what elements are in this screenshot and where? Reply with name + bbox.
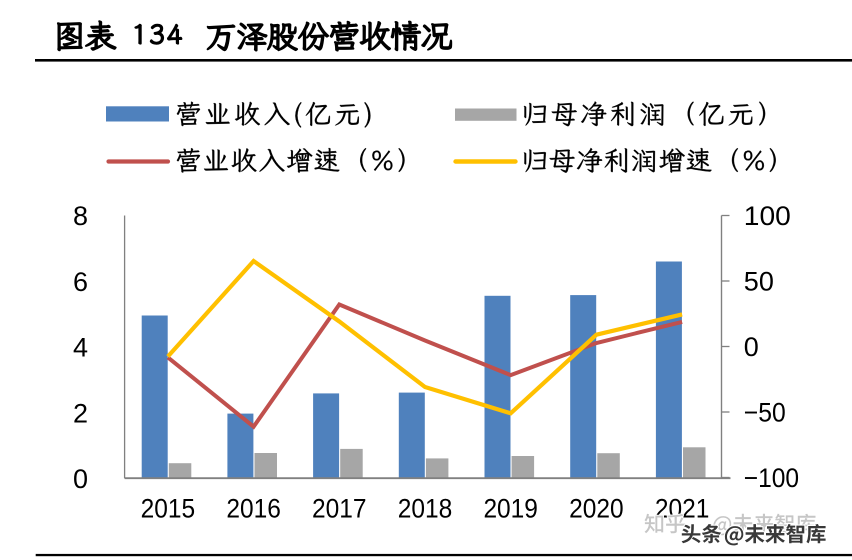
svg-text:50: 50 (744, 267, 774, 297)
svg-text:2: 2 (73, 398, 88, 428)
svg-text:100: 100 (744, 201, 791, 231)
svg-text:−100: −100 (744, 463, 799, 493)
svg-text:0: 0 (744, 332, 759, 362)
svg-text:2016: 2016 (226, 494, 281, 524)
svg-text:2015: 2015 (141, 494, 196, 524)
svg-text:−50: −50 (744, 398, 786, 428)
svg-text:2018: 2018 (398, 494, 453, 524)
svg-text:8: 8 (73, 201, 88, 231)
svg-text:4: 4 (73, 333, 88, 363)
svg-text:2019: 2019 (483, 494, 538, 524)
svg-text:2017: 2017 (312, 494, 367, 524)
svg-text:0: 0 (73, 464, 88, 494)
svg-text:6: 6 (73, 267, 88, 297)
svg-text:2020: 2020 (569, 494, 624, 524)
